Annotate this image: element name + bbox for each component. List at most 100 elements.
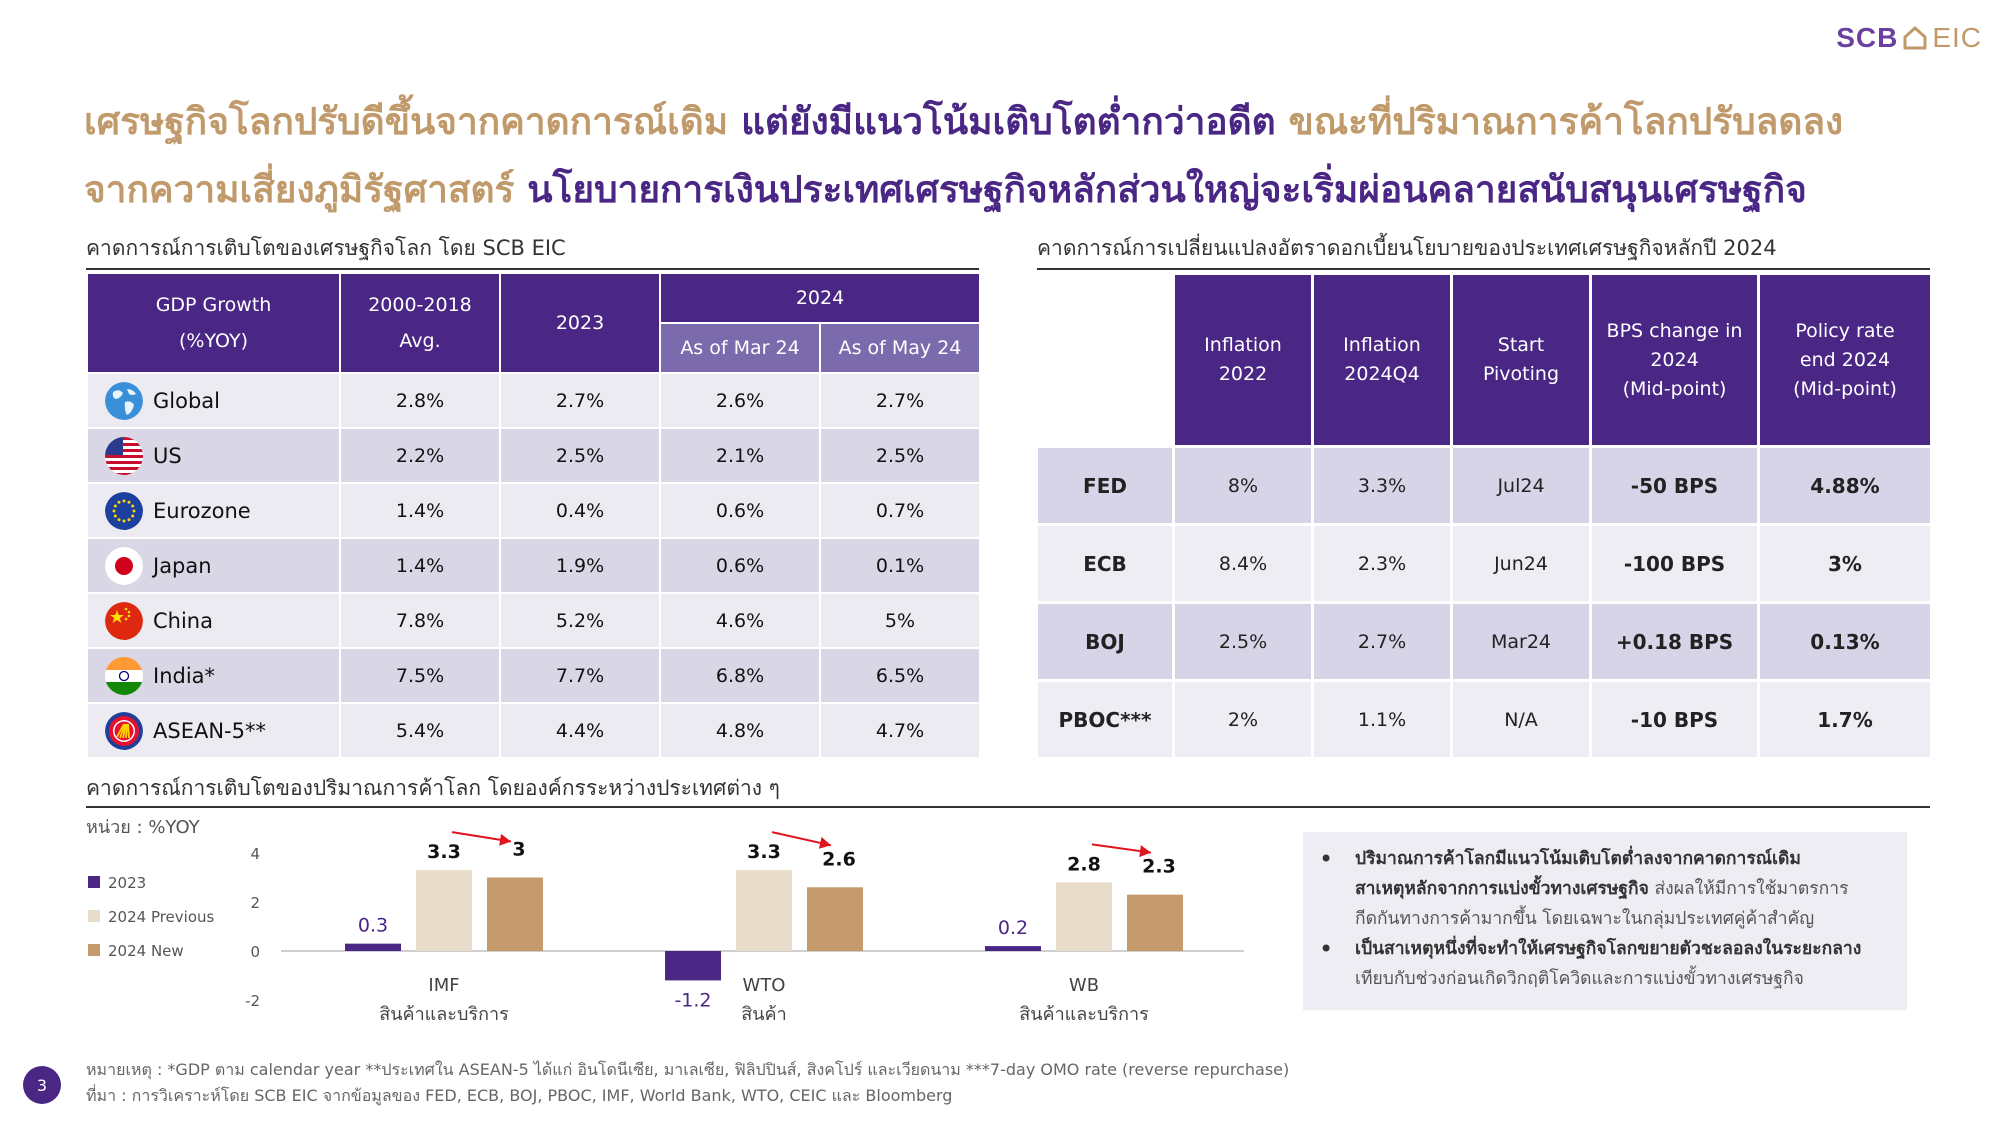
header-inflation-2022: Inflation 2022	[1172, 272, 1314, 448]
country-name: US	[153, 443, 182, 468]
cell-mar24: 0.6%	[659, 482, 821, 539]
bar-2024-new	[1127, 894, 1183, 951]
cell-mar24: 6.8%	[659, 647, 821, 704]
cell-2023: 1.9%	[499, 537, 661, 594]
cell-may24: 5%	[818, 592, 982, 649]
data-label: 2.6	[822, 848, 856, 870]
cell-bps-change: -50 BPS	[1589, 445, 1760, 526]
cell-inflation-2024q4: 3.3%	[1311, 445, 1453, 526]
policy-section-divider	[1037, 268, 1930, 270]
header-bps-change: BPS change in 2024 (Mid-point)	[1589, 272, 1760, 448]
cell-may24: 6.5%	[818, 647, 982, 704]
japan-flag-icon	[105, 546, 143, 585]
cell-mar24: 4.8%	[659, 702, 821, 759]
bullet-dot-icon: •	[1319, 935, 1334, 963]
table-row: BOJ 2.5% 2.7% Mar24 +0.18 BPS 0.13%	[1035, 601, 1933, 682]
data-label: 3.3	[747, 841, 781, 863]
table-row: PBOC*** 2% 1.1% N/A -10 BPS 1.7%	[1035, 679, 1933, 760]
data-label: 0.2	[998, 917, 1028, 939]
cell-bps-change: +0.18 BPS	[1589, 601, 1760, 682]
y-tick-label: 4	[250, 845, 260, 863]
bar-2024-previous	[736, 870, 792, 951]
bullet-2-bold: เป็นสาเหตุหนึ่งที่จะทำให้เศรษฐกิจโลกขยาย…	[1355, 939, 1862, 959]
country-name: Eurozone	[153, 498, 251, 523]
header-start-pivoting-l2: Pivoting	[1482, 363, 1560, 385]
footnote-source: ที่มา : การวิเคราะห์โดย SCB EIC จากข้อมู…	[86, 1086, 953, 1105]
cell-2023: 2.7%	[499, 372, 661, 429]
cell-bank: FED	[1035, 445, 1175, 526]
category-label: WB	[1069, 975, 1099, 996]
bullet-1-rest: ส่งผลให้มีการใช้มาตรการกีดกันทางการค้ามา…	[1355, 879, 1849, 929]
legend-swatch	[88, 944, 100, 956]
cell-inflation-2022: 8%	[1172, 445, 1314, 526]
cell-may24: 0.1%	[818, 537, 982, 594]
cell-start-pivoting: Mar24	[1450, 601, 1592, 682]
header-2023: 2023	[499, 272, 661, 374]
data-label: 3	[512, 839, 525, 861]
cell-avg: 5.4%	[339, 702, 501, 759]
header-as-of-mar24: As of Mar 24	[659, 322, 821, 374]
logo-scb-text: SCB	[1836, 22, 1899, 53]
trade-section-title: คาดการณ์การเติบโตของปริมาณการค้าโลก โดยอ…	[86, 776, 780, 800]
bar-2023	[665, 951, 721, 981]
table-row: Eurozone 1.4% 0.4% 0.6% 0.7%	[86, 482, 982, 539]
cell-start-pivoting: Jun24	[1450, 523, 1592, 604]
header-bps-change-l1: BPS change in	[1606, 319, 1743, 342]
china-flag-icon	[105, 601, 143, 640]
country-name: Global	[153, 388, 220, 413]
legend-label: 2023	[108, 874, 146, 892]
bar-2023	[345, 943, 401, 951]
cell-avg: 2.8%	[339, 372, 501, 429]
table-row: China 7.8% 5.2% 4.6% 5%	[86, 592, 982, 649]
header-policy-rate: Policy rate end 2024 (Mid-point)	[1757, 272, 1933, 448]
key-points-box: • ปริมาณการค้าโลกมีแนวโน้มเติบโตต่ำลงจาก…	[1303, 832, 1907, 1010]
header-blank	[1035, 272, 1175, 448]
cell-bps-change: -100 BPS	[1589, 523, 1760, 604]
cell-2023: 4.4%	[499, 702, 661, 759]
headline-1-part-a: เศรษฐกิจโลกปรับดีขึ้นจากคาดการณ์เดิม	[84, 100, 729, 143]
bullet-point: • ปริมาณการค้าโลกมีแนวโน้มเติบโตต่ำลงจาก…	[1319, 844, 1891, 934]
table-row: Japan 1.4% 1.9% 0.6% 0.1%	[86, 537, 982, 594]
cell-mar24: 0.6%	[659, 537, 821, 594]
table-row: ECB 8.4% 2.3% Jun24 -100 BPS 3%	[1035, 523, 1933, 604]
category-sublabel: สินค้า	[741, 1004, 786, 1025]
page-headline: เศรษฐกิจโลกปรับดีขึ้นจากคาดการณ์เดิม แต่…	[84, 88, 1924, 224]
chart-unit-label: หน่วย : %YOY	[86, 817, 200, 838]
country-name: India*	[153, 663, 216, 688]
policy-rate-table: Inflation 2022 Inflation 2024Q4 Start Pi…	[1035, 272, 1933, 760]
cell-bank: ECB	[1035, 523, 1175, 604]
bullet-text: ปริมาณการค้าโลกมีแนวโน้มเติบโตต่ำลงจากคา…	[1355, 844, 1891, 934]
india-flag-icon	[105, 656, 143, 695]
cell-may24: 2.7%	[818, 372, 982, 429]
footnote-note: หมายเหตุ : *GDP ตาม calendar year **ประเ…	[86, 1060, 1290, 1079]
header-policy-rate-l3: (Mid-point)	[1793, 377, 1897, 400]
legend-swatch	[88, 876, 100, 888]
y-tick-label: -2	[245, 992, 260, 1010]
header-avg: 2000-2018 Avg.	[339, 272, 501, 374]
cell-mar24: 2.1%	[659, 427, 821, 484]
cell-2023: 0.4%	[499, 482, 661, 539]
cell-mar24: 4.6%	[659, 592, 821, 649]
cell-avg: 2.2%	[339, 427, 501, 484]
house-icon	[1903, 26, 1927, 50]
cell-policy-rate: 3%	[1757, 523, 1933, 604]
logo-eic-text: EIC	[1932, 22, 1982, 53]
trade-volume-chart: -2 0 2 4 2023 2024 Previous 2024 New 0.3 3.3 3 IMF…	[88, 831, 1244, 1025]
gdp-growth-table: GDP Growth (%YOY) 2000-2018 Avg. 2023 20…	[86, 272, 982, 759]
header-inflation-2024q4-l1: Inflation	[1343, 334, 1421, 356]
header-inflation-2024q4: Inflation 2024Q4	[1311, 272, 1453, 448]
headline-2-part-a: จากความเสี่ยงภูมิรัฐศาสตร์	[84, 168, 515, 211]
cell-avg: 1.4%	[339, 537, 501, 594]
cell-inflation-2022: 8.4%	[1172, 523, 1314, 604]
table-row: Global 2.8% 2.7% 2.6% 2.7%	[86, 372, 982, 429]
header-avg-l1: 2000-2018	[368, 294, 472, 316]
table-row: ASEAN-5** 5.4% 4.4% 4.8% 4.7%	[86, 702, 982, 759]
header-gdp-growth-l1: GDP Growth	[155, 294, 272, 316]
cell-mar24: 2.6%	[659, 372, 821, 429]
gdp-section-divider	[86, 268, 979, 270]
header-inflation-2022-l1: Inflation	[1204, 334, 1282, 356]
cell-2023: 7.7%	[499, 647, 661, 704]
cell-start-pivoting: N/A	[1450, 679, 1592, 760]
header-inflation-2024q4-l2: 2024Q4	[1344, 363, 1420, 385]
country-name: China	[153, 608, 213, 633]
